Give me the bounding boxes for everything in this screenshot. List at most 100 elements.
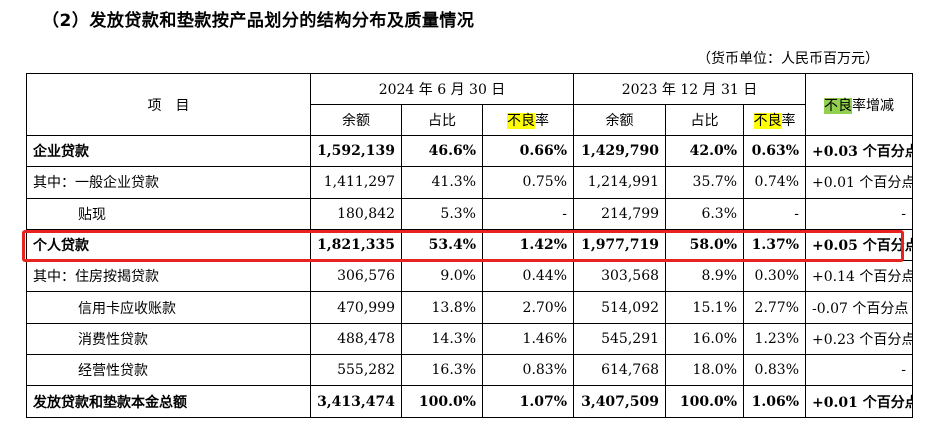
cell-share-1: 14.3% <box>401 322 483 356</box>
table-row: 贴现 180,842 5.3% - 214,799 6.3% - - <box>26 197 914 230</box>
table-row: 消费性贷款 488,478 14.3% 1.46% 545,291 16.0% … <box>26 322 914 356</box>
header-npl-ratio-1: 不良率 <box>481 104 575 136</box>
cell-share-2: 18.0% <box>665 354 745 387</box>
cell-npl-change: +0.23 个百分点 <box>805 322 914 356</box>
cell-balance-2: 514,092 <box>573 291 667 324</box>
cell-balance-1: 555,282 <box>310 354 402 387</box>
row-label: 信用卡应收账款 <box>26 291 311 324</box>
header-npl-change-rest: 率增减 <box>852 97 895 114</box>
cell-balance-1: 1,592,139 <box>310 134 402 168</box>
cell-share-1: 53.4% <box>401 228 483 262</box>
header-npl-ratio-2: 不良率 <box>743 104 807 136</box>
header-share-2: 占比 <box>665 104 745 136</box>
cell-balance-1: 488,478 <box>310 322 402 356</box>
cell-balance-2: 1,977,719 <box>573 228 667 262</box>
cell-share-2: 58.0% <box>665 228 745 262</box>
header-period-2023-12-31: 2023 年 12 月 31 日 <box>573 73 807 105</box>
cell-npl-change: +0.03 个百分点 <box>805 134 914 168</box>
row-label: 消费性贷款 <box>26 322 311 356</box>
cell-npl-change: +0.05 个百分点 <box>805 228 914 262</box>
header-balance-1: 余额 <box>310 104 402 136</box>
header-npl-rest-2: 率 <box>781 113 796 129</box>
cell-share-2: 42.0% <box>665 134 745 168</box>
cell-npl-change: +0.14 个百分点 <box>805 260 914 293</box>
cell-npl-1: 0.66% <box>481 134 575 168</box>
cell-share-1: 16.3% <box>401 354 483 387</box>
row-label: 贴现 <box>26 197 311 230</box>
cell-npl-1: 1.42% <box>481 228 575 262</box>
cell-npl-1: 0.83% <box>481 354 575 387</box>
cell-npl-2: 1.23% <box>743 322 807 356</box>
row-label: 企业贷款 <box>26 134 311 168</box>
cell-share-1: 5.3% <box>401 197 483 230</box>
header-npl-rest-1: 率 <box>535 113 549 129</box>
cell-npl-2: 0.74% <box>743 166 807 199</box>
cell-share-2: 35.7% <box>665 166 745 199</box>
cell-share-2: 16.0% <box>665 322 745 356</box>
row-label: 其中：住房按揭贷款 <box>26 260 311 293</box>
cell-share-2: 6.3% <box>665 197 745 230</box>
cell-balance-1: 1,411,297 <box>310 166 402 199</box>
cell-share-1: 100.0% <box>401 385 483 418</box>
cell-balance-2: 1,214,991 <box>573 166 667 199</box>
cell-balance-2: 614,768 <box>573 354 667 387</box>
cell-balance-1: 470,999 <box>310 291 402 324</box>
cell-npl-change: +0.01 个百分点 <box>805 166 914 199</box>
header-npl-change-highlight: 不良 <box>824 97 853 114</box>
table-row: 经营性贷款 555,282 16.3% 0.83% 614,768 18.0% … <box>26 354 914 387</box>
header-balance-2: 余额 <box>573 104 667 136</box>
cell-npl-2: 1.37% <box>743 228 807 262</box>
cell-share-2: 8.9% <box>665 260 745 293</box>
cell-share-1: 46.6% <box>401 134 483 168</box>
cell-npl-1: 1.46% <box>481 322 575 356</box>
row-label: 发放贷款和垫款本金总额 <box>26 385 311 418</box>
header-share-1: 占比 <box>401 104 483 136</box>
currency-unit-note: （货币单位：人民币百万元） <box>697 51 879 67</box>
header-npl-change: 不良率增减 <box>805 73 914 136</box>
cell-npl-2: - <box>743 197 807 230</box>
cell-balance-2: 303,568 <box>573 260 667 293</box>
cell-npl-1: 0.44% <box>481 260 575 293</box>
table-row: 其中：住房按揭贷款 306,576 9.0% 0.44% 303,568 8.9… <box>26 260 914 293</box>
cell-npl-change: - <box>805 197 914 230</box>
row-label: 其中：一般企业贷款 <box>26 166 311 199</box>
section-title: （2）发放贷款和垫款按产品划分的结构分布及质量情况 <box>42 11 475 31</box>
cell-npl-change: +0.01 个百分点 <box>805 385 914 418</box>
row-label: 经营性贷款 <box>26 354 311 387</box>
header-npl-highlight-2: 不良 <box>753 113 782 129</box>
cell-npl-2: 1.06% <box>743 385 807 418</box>
loan-structure-table: 项 目 2024 年 6 月 30 日 2023 年 12 月 31 日 不良率… <box>26 73 914 418</box>
row-label: 个人贷款 <box>26 228 311 262</box>
cell-balance-2: 545,291 <box>573 322 667 356</box>
cell-balance-1: 1,821,335 <box>310 228 402 262</box>
cell-share-2: 15.1% <box>665 291 745 324</box>
cell-share-1: 9.0% <box>401 260 483 293</box>
table-row: 其中：一般企业贷款 1,411,297 41.3% 0.75% 1,214,99… <box>26 166 914 199</box>
table-row: 信用卡应收账款 470,999 13.8% 2.70% 514,092 15.1… <box>26 291 914 324</box>
cell-npl-2: 0.83% <box>743 354 807 387</box>
cell-share-1: 41.3% <box>401 166 483 199</box>
cell-npl-change: -0.07 个百分点 <box>805 291 914 324</box>
table-row: 发放贷款和垫款本金总额 3,413,474 100.0% 1.07% 3,407… <box>26 385 914 418</box>
header-period-2024-06-30: 2024 年 6 月 30 日 <box>309 73 575 105</box>
cell-npl-2: 0.30% <box>743 260 807 293</box>
cell-balance-2: 1,429,790 <box>573 134 667 168</box>
table-row: 企业贷款 1,592,139 46.6% 0.66% 1,429,790 42.… <box>26 134 914 168</box>
cell-npl-1: - <box>481 197 575 230</box>
cell-balance-1: 306,576 <box>310 260 402 293</box>
cell-npl-1: 1.07% <box>481 385 575 418</box>
cell-balance-1: 3,413,474 <box>310 385 402 418</box>
cell-npl-1: 0.75% <box>481 166 575 199</box>
header-npl-highlight-1: 不良 <box>507 113 535 129</box>
cell-share-1: 13.8% <box>401 291 483 324</box>
table-row: 个人贷款 1,821,335 53.4% 1.42% 1,977,719 58.… <box>26 228 914 262</box>
cell-balance-2: 3,407,509 <box>573 385 667 418</box>
cell-balance-2: 214,799 <box>573 197 667 230</box>
cell-npl-1: 2.70% <box>481 291 575 324</box>
cell-balance-1: 180,842 <box>310 197 402 230</box>
cell-npl-2: 0.63% <box>743 134 807 168</box>
header-item: 项 目 <box>26 73 311 136</box>
cell-share-2: 100.0% <box>665 385 745 418</box>
cell-npl-change: - <box>805 354 914 387</box>
cell-npl-2: 2.77% <box>743 291 807 324</box>
